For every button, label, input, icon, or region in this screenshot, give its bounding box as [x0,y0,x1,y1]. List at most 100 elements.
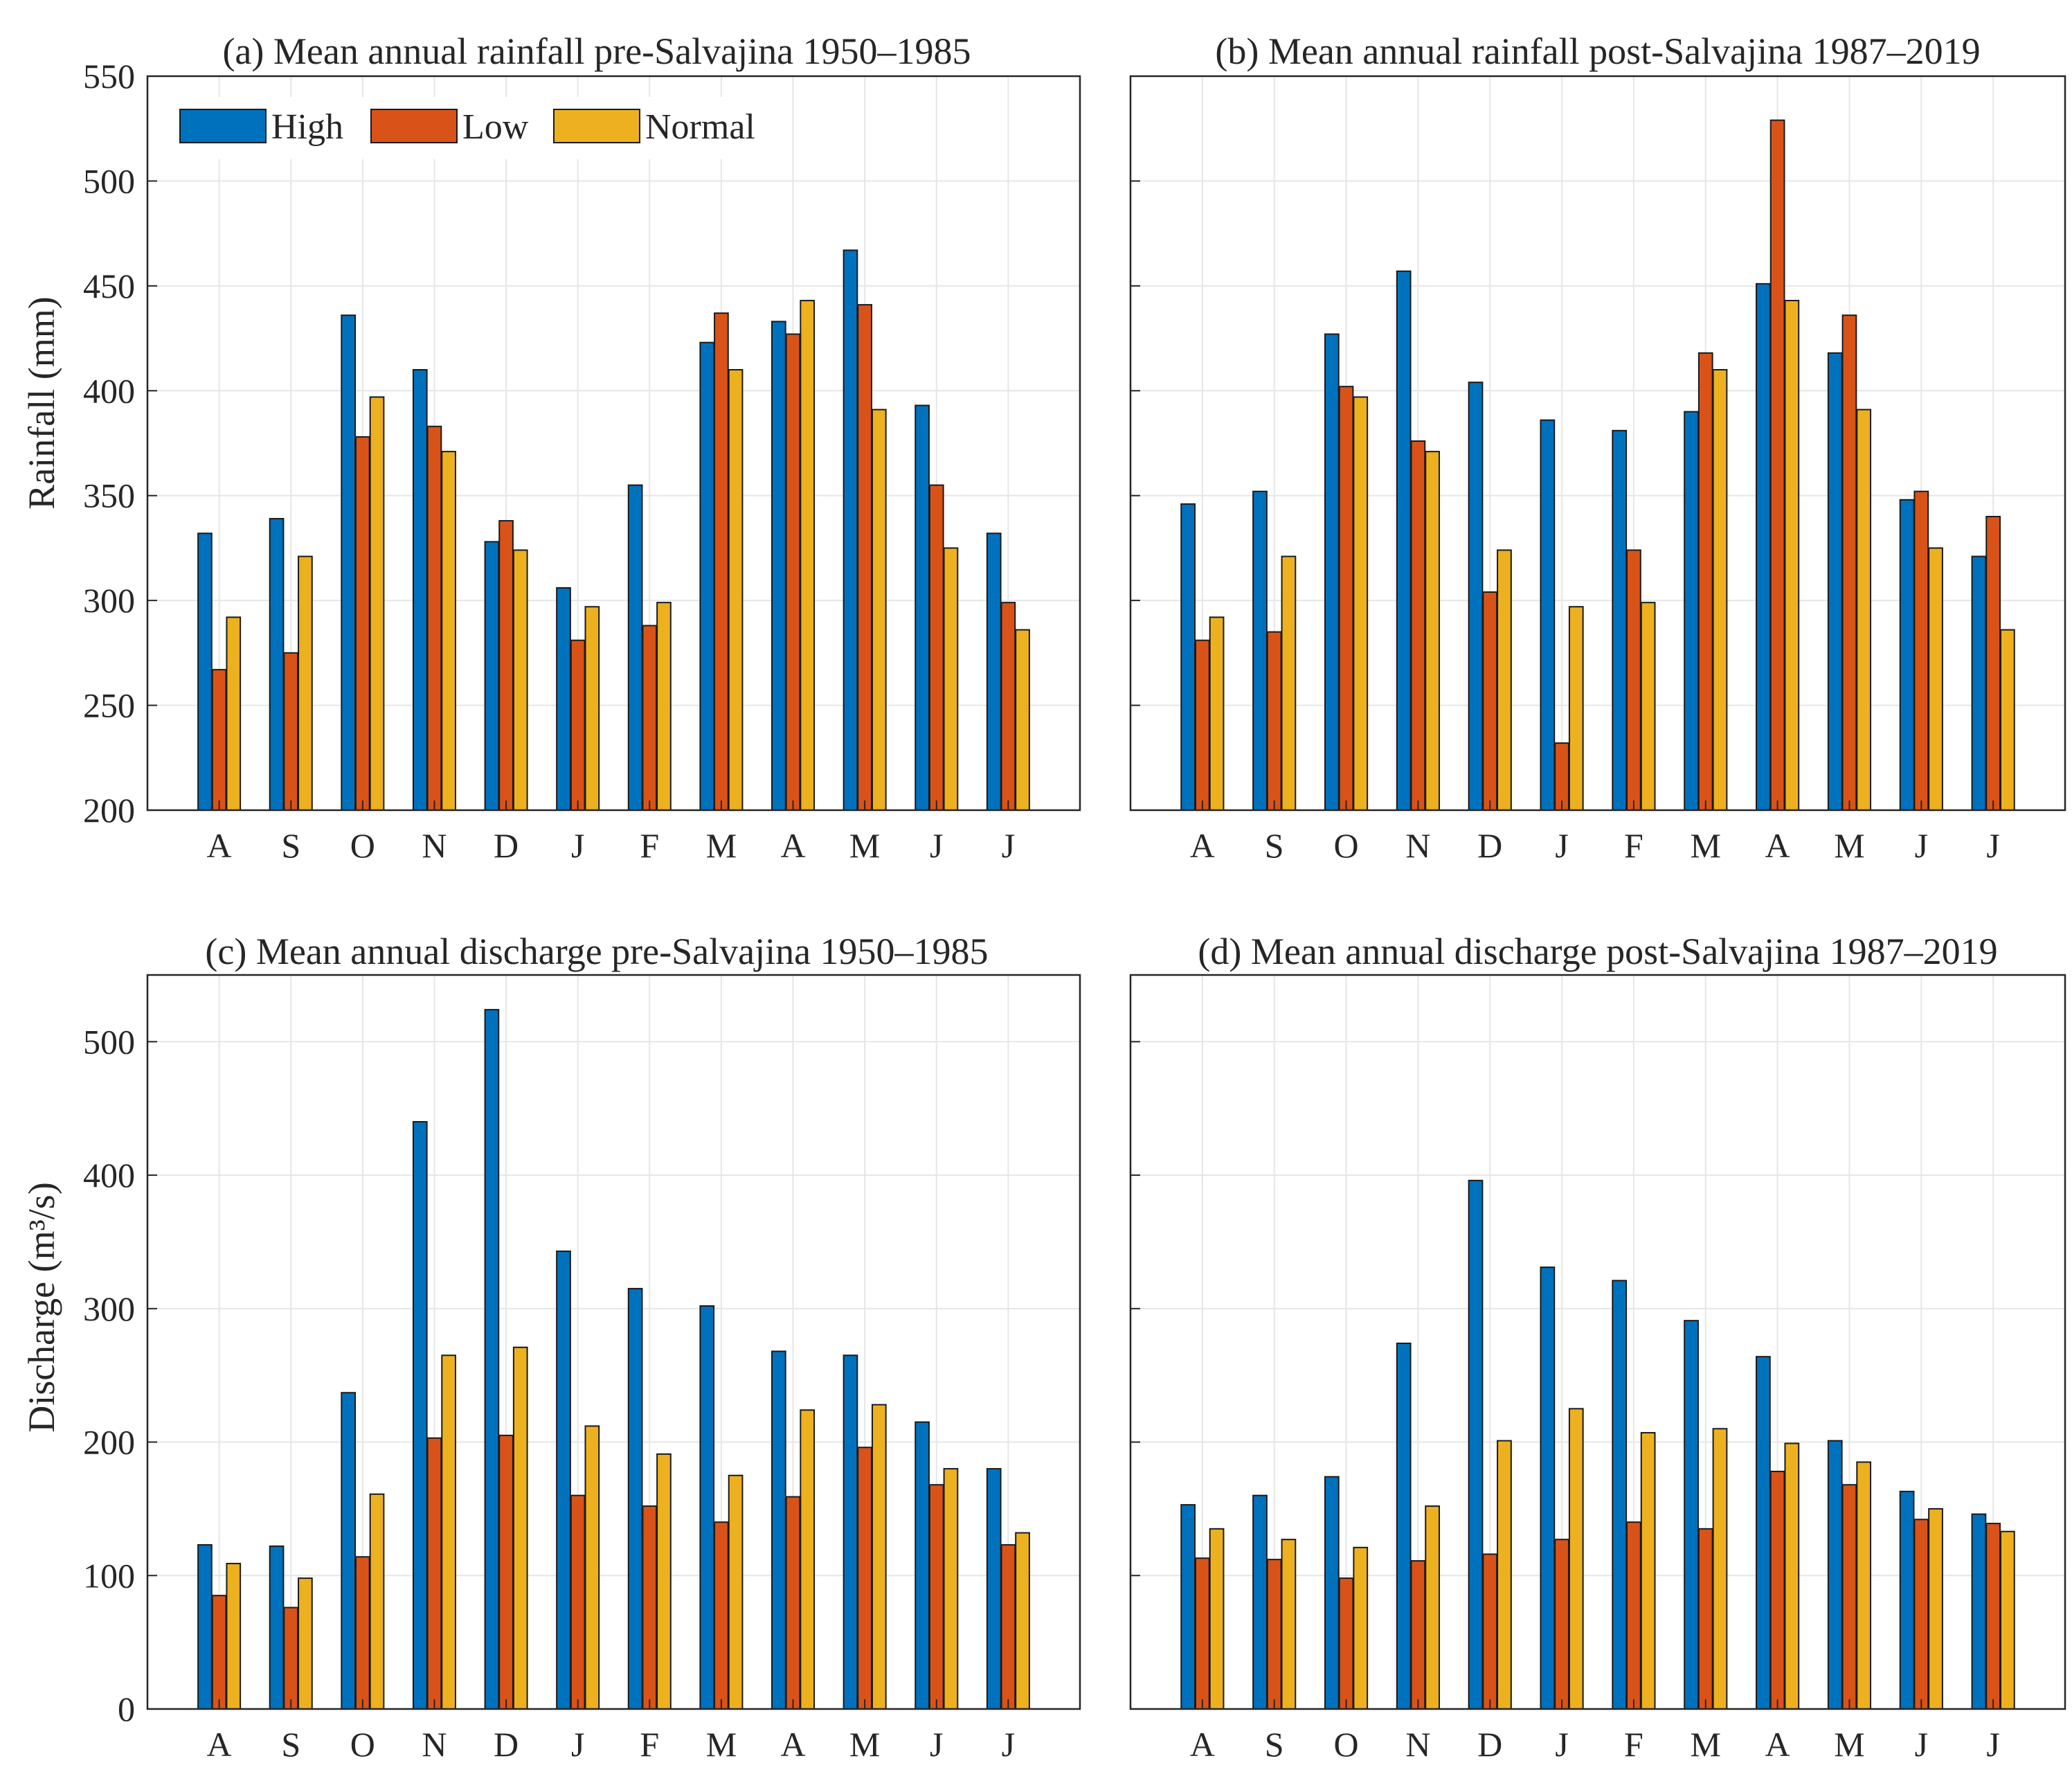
bar-high [1396,1342,1412,1710]
x-tick-label: O [350,1725,375,1764]
x-tick-label: J [1002,1725,1015,1764]
bar-normal [656,1453,672,1710]
bar-low [1841,314,1857,811]
bar-high [771,1350,786,1710]
x-tick-label: A [1190,826,1215,865]
x-tick-label: J [1915,826,1928,865]
bar-normal [1640,602,1656,812]
bar-normal [1640,1432,1656,1710]
x-tick-label: S [1265,1725,1284,1764]
panel-d-title: (d) Mean annual discharge post-Salvajina… [1198,931,1997,972]
y-tick-label: 500 [83,1022,135,1061]
panel-b-title: (b) Mean annual rainfall post-Salvajina … [1215,30,1980,72]
x-tick-label: O [1333,826,1358,865]
bar-low [1985,516,2001,811]
y-tick-label: 0 [118,1690,135,1728]
x-tick-label: A [207,826,232,865]
bar-low [714,1521,729,1710]
bar-high [197,1543,213,1710]
y-tick-label: 550 [83,57,135,96]
bar-low [1000,1543,1016,1710]
bar-low [928,484,944,811]
bar-normal [943,1468,959,1710]
bar-low [1626,1521,1641,1710]
bar-high [699,1305,715,1710]
bar-low [1913,1519,1929,1710]
bar-normal [728,369,744,811]
bar-high [843,249,858,812]
bar-low [1266,1559,1282,1710]
bar-low [1482,1553,1498,1710]
x-tick-label: S [1265,826,1284,865]
x-tick-label: F [1624,1725,1643,1764]
bar-high [1827,352,1843,811]
x-tick-label: S [281,826,300,865]
bar-low [857,1447,872,1710]
bar-high [1180,1504,1196,1710]
bar-low [642,1505,658,1710]
bar-high [1540,1267,1556,1710]
bar-normal [656,602,672,812]
bar-high [915,404,930,811]
bar-high [1324,333,1340,811]
bar-low [1913,490,1929,812]
bar-normal [2000,629,2015,811]
bar-normal [441,1354,456,1710]
bar-normal [369,396,385,811]
x-tick-label: A [207,1725,232,1764]
x-tick-label: M [849,826,880,865]
bar-low [785,1496,801,1710]
x-tick-label: N [422,1725,447,1764]
bar-high [627,1287,643,1710]
x-tick-label: A [1765,1725,1790,1764]
bar-high [1684,1320,1699,1710]
bar-normal [298,555,313,811]
bar-normal [512,549,528,811]
bar-high [556,587,571,811]
bar-high [1971,555,1987,811]
y-tick-label: 100 [83,1556,135,1595]
bar-low [355,1556,370,1710]
bar-low [1626,549,1641,811]
x-tick-label: M [849,1725,880,1764]
bar-normal [800,1409,816,1710]
bar-low [1841,1484,1857,1710]
y-tick-label: 450 [83,267,135,305]
bar-normal [584,606,600,811]
bar-low [426,1437,442,1710]
panel-a-title: (a) Mean annual rainfall pre-Salvajina 1… [222,30,971,72]
bar-normal [226,616,242,811]
bar-high [269,1545,285,1710]
x-tick-label: M [1834,826,1864,865]
bar-low [283,652,299,811]
legend-label-high: High [271,107,343,147]
x-tick-label: M [706,1725,737,1764]
bar-normal [2000,1530,2015,1710]
bar-high [1468,382,1484,811]
bar-high [843,1354,858,1710]
bar-high [1180,503,1196,811]
bar-low [857,304,872,812]
x-tick-label: M [1691,1725,1721,1764]
bar-normal [1281,1539,1297,1710]
x-tick-label: N [1405,826,1430,865]
x-tick-label: D [1477,1725,1502,1764]
bar-high [1684,411,1699,811]
bar-normal [1928,1507,1943,1710]
bar-normal [1425,451,1440,811]
x-tick-label: D [1477,826,1502,865]
bar-low [1338,386,1354,811]
x-tick-label: J [571,826,584,865]
x-tick-label: O [1333,1725,1358,1764]
bar-low [1697,1528,1713,1710]
bar-normal [1712,369,1728,811]
x-tick-label: J [930,1725,943,1764]
bar-normal [1015,1532,1030,1710]
bar-low [1769,119,1785,812]
x-tick-label: D [494,1725,519,1764]
bar-high [1756,1356,1771,1710]
bar-high [1612,1280,1628,1710]
panel-c-plot: 0 100 200 300 400 500 A S O N D J F M A M J J [83,974,1081,1764]
bar-normal [441,451,456,811]
